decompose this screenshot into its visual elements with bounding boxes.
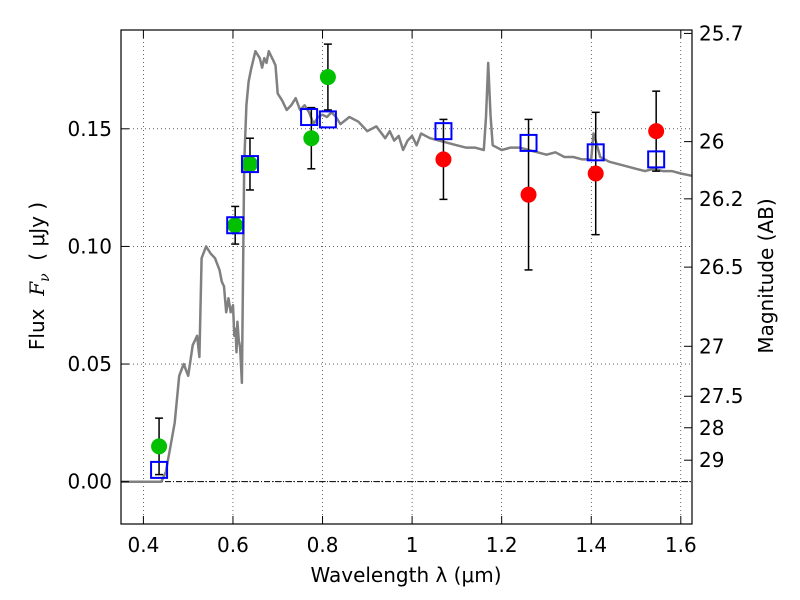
model-flux-marker bbox=[519, 133, 538, 152]
y-axis-label: Flux Fν ( μJy ) bbox=[25, 202, 53, 350]
x-axis-ticks: 0.4 0.6 0.8 1 1.2 1.4 1.6 bbox=[127, 30, 697, 557]
data-markers bbox=[150, 69, 666, 479]
model-flux-marker bbox=[150, 460, 169, 479]
model-flux-marker bbox=[586, 143, 605, 162]
photometry-point bbox=[648, 123, 665, 140]
magnitude-tick-label: 28 bbox=[699, 416, 724, 440]
magnitude-tick-label: 27 bbox=[699, 334, 724, 358]
y-tick-label: 0.15 bbox=[67, 117, 112, 141]
photometry-point bbox=[151, 438, 168, 455]
x-axis-label: Wavelength λ (μm) bbox=[310, 563, 501, 587]
y-tick-label: 0.00 bbox=[67, 470, 112, 494]
model-flux-marker bbox=[434, 122, 453, 141]
y-tick-label: 0.10 bbox=[67, 234, 112, 258]
x-tick-label: 1.6 bbox=[665, 533, 697, 557]
x-tick-label: 1.4 bbox=[575, 533, 607, 557]
magnitude-axis-label: Magnitude (AB) bbox=[754, 198, 778, 353]
magnitude-tick-label: 27.5 bbox=[699, 384, 744, 408]
model-flux-marker bbox=[240, 155, 259, 174]
magnitude-tick-label: 25.7 bbox=[699, 21, 744, 45]
photometry-point bbox=[587, 165, 604, 182]
model-spectrum-line bbox=[121, 49, 693, 483]
photometry-point bbox=[303, 130, 320, 147]
error-bars bbox=[155, 43, 661, 476]
photometry-point bbox=[435, 151, 452, 168]
grid-lines bbox=[121, 30, 692, 524]
magnitude-axis-ticks: 25.7 26 26.2 26.5 27 27.5 28 29 bbox=[684, 21, 744, 472]
magnitude-tick-label: 26.5 bbox=[699, 255, 744, 279]
photometry-point bbox=[520, 186, 537, 203]
x-tick-label: 1 bbox=[406, 533, 419, 557]
x-tick-label: 0.8 bbox=[307, 533, 339, 557]
model-flux-marker bbox=[647, 150, 666, 169]
plot-frame bbox=[120, 29, 693, 525]
magnitude-tick-label: 29 bbox=[699, 448, 724, 472]
photometry-point bbox=[241, 156, 258, 173]
model-flux-marker bbox=[318, 110, 337, 129]
x-tick-label: 1.2 bbox=[486, 533, 518, 557]
x-tick-label: 0.4 bbox=[127, 533, 159, 557]
magnitude-tick-label: 26.2 bbox=[699, 187, 744, 211]
y-tick-label: 0.05 bbox=[67, 352, 112, 376]
model-flux-marker bbox=[300, 108, 319, 127]
photometry-point bbox=[227, 217, 244, 234]
y-axis-ticks: 0.00 0.05 0.10 0.15 bbox=[67, 117, 129, 494]
model-flux-marker bbox=[226, 216, 245, 235]
magnitude-tick-label: 26 bbox=[699, 130, 724, 154]
photometry-point bbox=[319, 69, 336, 86]
x-tick-label: 0.6 bbox=[217, 533, 249, 557]
